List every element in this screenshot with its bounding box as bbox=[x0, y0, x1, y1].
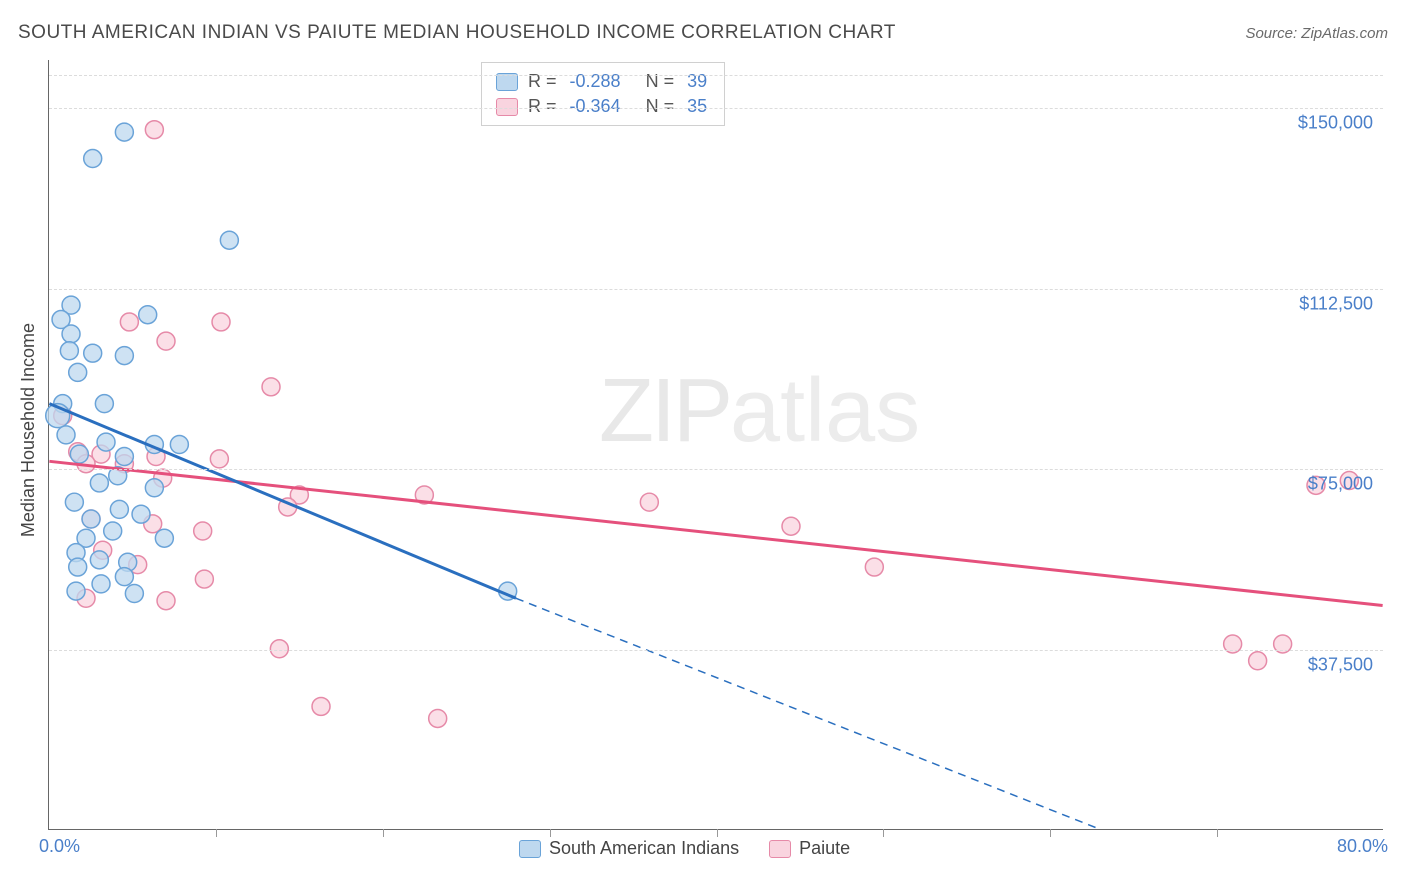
data-point bbox=[60, 342, 78, 360]
x-tick bbox=[1217, 829, 1218, 837]
data-point bbox=[110, 500, 128, 518]
data-point bbox=[92, 575, 110, 593]
data-point bbox=[157, 332, 175, 350]
data-point bbox=[120, 313, 138, 331]
gridline bbox=[49, 75, 1383, 76]
x-tick bbox=[883, 829, 884, 837]
data-point bbox=[132, 505, 150, 523]
data-point bbox=[1249, 652, 1267, 670]
stat-r-pink: -0.364 bbox=[570, 96, 621, 117]
data-point bbox=[429, 709, 447, 727]
x-tick bbox=[383, 829, 384, 837]
data-point bbox=[220, 231, 238, 249]
chart-svg bbox=[49, 60, 1383, 829]
stat-r-label-blue: R = bbox=[528, 71, 557, 92]
trend-line bbox=[49, 461, 1382, 605]
chart-title: SOUTH AMERICAN INDIAN VS PAIUTE MEDIAN H… bbox=[18, 22, 896, 44]
data-point bbox=[170, 436, 188, 454]
x-max-label: 80.0% bbox=[1337, 836, 1388, 857]
swatch-pink-icon bbox=[496, 98, 518, 116]
data-point bbox=[104, 522, 122, 540]
stat-row-blue: R = -0.288 N = 39 bbox=[496, 69, 710, 94]
data-point bbox=[84, 150, 102, 168]
data-point bbox=[115, 448, 133, 466]
data-point bbox=[212, 313, 230, 331]
trend-line-dashed bbox=[516, 598, 1099, 829]
data-point bbox=[145, 479, 163, 497]
data-point bbox=[82, 510, 100, 528]
data-point bbox=[194, 522, 212, 540]
data-point bbox=[95, 395, 113, 413]
data-point bbox=[782, 517, 800, 535]
data-point bbox=[155, 529, 173, 547]
stat-n-blue: 39 bbox=[687, 71, 707, 92]
x-tick bbox=[216, 829, 217, 837]
legend-label-pink: Paiute bbox=[799, 838, 850, 859]
y-tick-label: $150,000 bbox=[1298, 113, 1373, 134]
chart-header: SOUTH AMERICAN INDIAN VS PAIUTE MEDIAN H… bbox=[18, 22, 1388, 44]
chart-source: Source: ZipAtlas.com bbox=[1245, 25, 1388, 42]
legend-swatch-blue-icon bbox=[519, 840, 541, 858]
y-tick-label: $37,500 bbox=[1308, 654, 1373, 675]
data-point bbox=[65, 493, 83, 511]
stat-r-blue: -0.288 bbox=[570, 71, 621, 92]
data-point bbox=[90, 474, 108, 492]
data-point bbox=[67, 582, 85, 600]
data-point bbox=[115, 347, 133, 365]
stat-n-pink: 35 bbox=[687, 96, 707, 117]
legend-bottom: South American Indians Paiute bbox=[519, 838, 850, 859]
stat-box: R = -0.288 N = 39 R = -0.364 N = 35 bbox=[481, 62, 725, 126]
y-axis-label: Median Household Income bbox=[18, 323, 39, 537]
gridline bbox=[49, 108, 1383, 109]
data-point bbox=[70, 445, 88, 463]
data-point bbox=[195, 570, 213, 588]
data-point bbox=[640, 493, 658, 511]
x-min-label: 0.0% bbox=[39, 836, 80, 857]
data-point bbox=[125, 585, 143, 603]
data-point bbox=[210, 450, 228, 468]
gridline bbox=[49, 650, 1383, 651]
x-tick bbox=[717, 829, 718, 837]
x-tick bbox=[550, 829, 551, 837]
y-tick-label: $75,000 bbox=[1308, 474, 1373, 495]
gridline bbox=[49, 469, 1383, 470]
plot-area: ZIPatlas R = -0.288 N = 39 R = -0.364 N … bbox=[48, 60, 1383, 830]
data-point bbox=[115, 568, 133, 586]
data-point bbox=[69, 558, 87, 576]
gridline bbox=[49, 289, 1383, 290]
data-point bbox=[57, 426, 75, 444]
stat-row-pink: R = -0.364 N = 35 bbox=[496, 94, 710, 119]
data-point bbox=[90, 551, 108, 569]
y-tick-label: $112,500 bbox=[1299, 293, 1373, 314]
data-point bbox=[84, 344, 102, 362]
data-point bbox=[145, 121, 163, 139]
data-point bbox=[157, 592, 175, 610]
data-point bbox=[262, 378, 280, 396]
data-point bbox=[62, 325, 80, 343]
legend-swatch-pink-icon bbox=[769, 840, 791, 858]
legend-label-blue: South American Indians bbox=[549, 838, 739, 859]
data-point bbox=[865, 558, 883, 576]
legend-item-pink: Paiute bbox=[769, 838, 850, 859]
stat-r-label-pink: R = bbox=[528, 96, 557, 117]
stat-n-label-blue: N = bbox=[646, 71, 675, 92]
data-point bbox=[69, 363, 87, 381]
stat-n-label-pink: N = bbox=[646, 96, 675, 117]
x-tick bbox=[1050, 829, 1051, 837]
data-point bbox=[312, 697, 330, 715]
data-point bbox=[139, 306, 157, 324]
data-point bbox=[115, 123, 133, 141]
data-point bbox=[97, 433, 115, 451]
legend-item-blue: South American Indians bbox=[519, 838, 739, 859]
